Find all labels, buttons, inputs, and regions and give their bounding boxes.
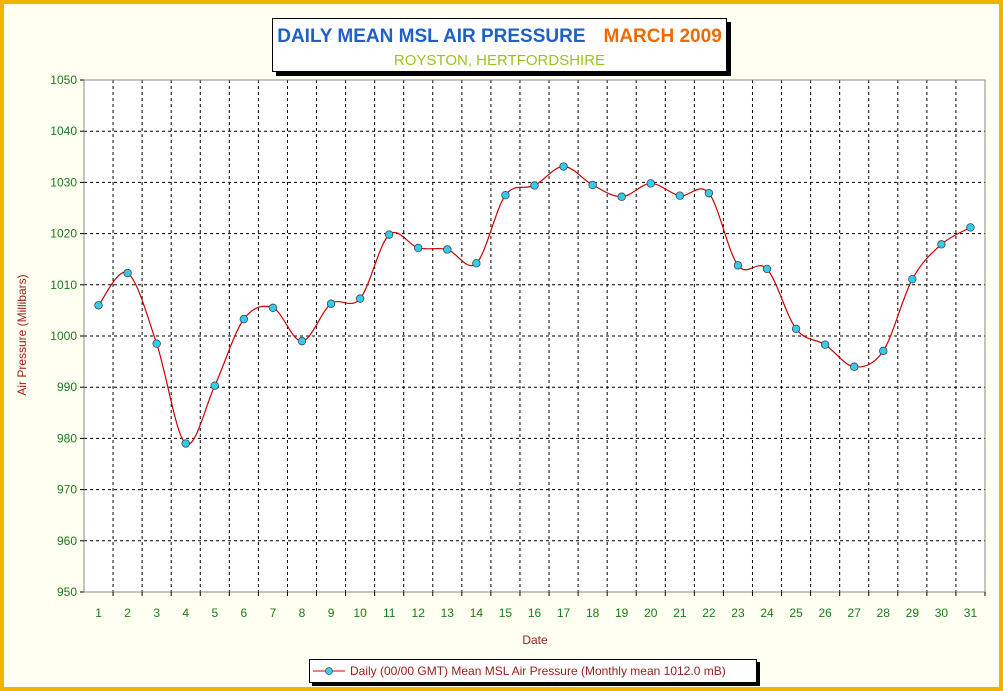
grid xyxy=(84,80,985,592)
data-point xyxy=(879,346,888,356)
data-point xyxy=(384,230,394,239)
x-tick-label: 7 xyxy=(270,606,277,620)
chart-title: DAILY MEAN MSL AIR PRESSURE MARCH 2009 xyxy=(273,26,726,48)
data-point xyxy=(617,192,626,201)
data-point xyxy=(820,340,830,349)
x-tick-label: 3 xyxy=(153,606,160,620)
y-tick-label: 1030 xyxy=(50,175,77,189)
x-tick-label: 12 xyxy=(412,606,426,620)
data-point xyxy=(94,301,103,310)
x-tick-label: 22 xyxy=(702,606,716,620)
x-tick-label: 18 xyxy=(586,606,600,620)
y-tick-label: 990 xyxy=(57,380,77,394)
data-point xyxy=(675,191,685,200)
data-point xyxy=(152,339,161,348)
x-tick-label: 16 xyxy=(528,606,542,620)
y-tick-label: 960 xyxy=(57,534,77,548)
data-point xyxy=(472,259,481,268)
y-tick-label: 1040 xyxy=(50,124,77,138)
x-tick-label: 13 xyxy=(441,606,455,620)
axes: 9509609709809901000101010201030104010501… xyxy=(50,73,986,620)
chart-subtitle: ROYSTON, HERTFORDSHIRE xyxy=(393,52,606,69)
x-tick-label: 25 xyxy=(789,606,803,620)
x-tick-label: 6 xyxy=(241,606,248,620)
chart-title-month: MARCH 2009 xyxy=(603,26,722,47)
data-point xyxy=(733,261,743,270)
data-point xyxy=(704,188,714,198)
data-point xyxy=(268,303,278,313)
x-tick-label: 8 xyxy=(299,606,306,620)
data-point xyxy=(530,181,539,190)
legend-label: Daily (00/00 GMT) Mean MSL Air Pressure … xyxy=(350,664,726,678)
legend: Daily (00/00 GMT) Mean MSL Air Pressure … xyxy=(309,659,757,683)
y-tick-label: 970 xyxy=(57,483,77,497)
x-tick-label: 14 xyxy=(470,606,484,620)
x-tick-label: 19 xyxy=(615,606,629,620)
x-tick-label: 21 xyxy=(673,606,687,620)
data-point xyxy=(791,324,801,334)
data-point xyxy=(501,190,510,200)
chart-title-main: DAILY MEAN MSL AIR PRESSURE xyxy=(277,26,586,47)
x-tick-label: 11 xyxy=(383,606,396,620)
y-tick-label: 1050 xyxy=(50,73,77,87)
x-tick-label: 26 xyxy=(818,606,832,620)
data-point xyxy=(762,264,772,274)
data-point xyxy=(559,162,568,171)
x-tick-label: 23 xyxy=(731,606,745,620)
data-point xyxy=(646,179,655,188)
data-point xyxy=(326,299,336,308)
x-tick-label: 17 xyxy=(557,606,571,620)
y-tick-label: 1020 xyxy=(50,227,77,241)
x-tick-label: 2 xyxy=(124,606,131,620)
data-point xyxy=(123,268,132,278)
data-point xyxy=(966,223,975,232)
x-tick-label: 31 xyxy=(964,606,978,620)
chart-title-box: DAILY MEAN MSL AIR PRESSURE MARCH 2009 RO… xyxy=(272,18,727,72)
series-layer xyxy=(94,162,975,448)
data-point xyxy=(588,180,597,190)
x-tick-label: 10 xyxy=(353,606,367,620)
data-point xyxy=(297,336,307,346)
data-point xyxy=(181,439,190,448)
x-tick-label: 29 xyxy=(906,606,920,620)
data-point xyxy=(850,362,859,371)
x-axis-title: Date xyxy=(522,633,548,647)
x-tick-label: 5 xyxy=(211,606,218,620)
x-tick-label: 1 xyxy=(95,606,102,620)
x-tick-label: 4 xyxy=(182,606,189,620)
data-point xyxy=(908,274,917,284)
x-tick-label: 15 xyxy=(499,606,513,620)
data-point xyxy=(414,243,423,253)
legend-swatch xyxy=(313,667,345,675)
y-axis-title: Air Pressure (Millibars) xyxy=(15,274,29,395)
x-tick-label: 9 xyxy=(328,606,335,620)
x-tick-label: 20 xyxy=(644,606,658,620)
data-point xyxy=(355,294,365,303)
y-tick-label: 1000 xyxy=(50,329,77,343)
y-tick-label: 1010 xyxy=(50,278,77,292)
x-tick-label: 28 xyxy=(877,606,891,620)
data-point xyxy=(210,381,219,390)
x-tick-label: 30 xyxy=(935,606,949,620)
y-tick-label: 950 xyxy=(57,585,77,599)
data-point xyxy=(239,314,249,324)
x-tick-label: 24 xyxy=(760,606,774,620)
y-tick-label: 980 xyxy=(57,431,77,445)
data-point xyxy=(443,245,452,254)
data-point xyxy=(937,240,946,249)
x-tick-label: 27 xyxy=(848,606,862,620)
